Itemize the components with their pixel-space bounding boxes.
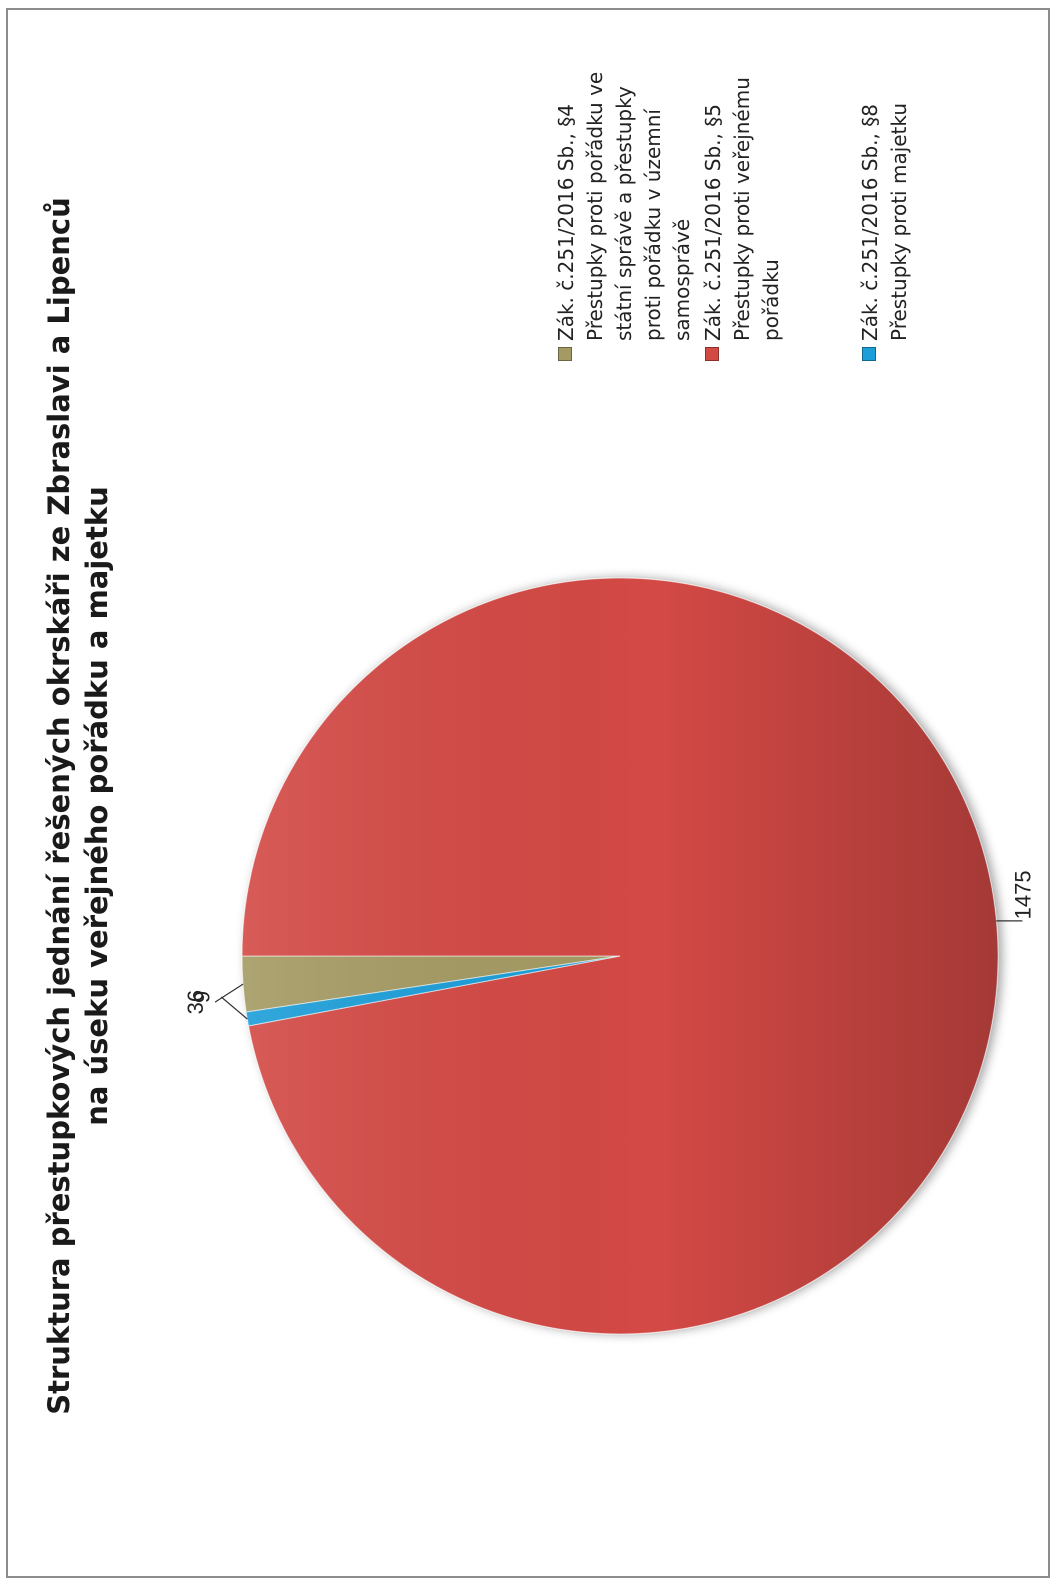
legend-swatch	[558, 347, 572, 361]
legend-swatch	[862, 347, 876, 361]
legend-label: Zák. č.251/2016 Sb., §8 Přestupky proti …	[858, 102, 911, 341]
legend-item-paragraph8: Zák. č.251/2016 Sb., §8 Přestupky proti …	[856, 36, 914, 361]
data-label: 36	[183, 990, 208, 1014]
legend-item-paragraph4: Zák. č.251/2016 Sb., §4 Přestupky proti …	[552, 36, 697, 361]
legend-item-paragraph5: Zák. č.251/2016 Sb., §5 Přestupky proti …	[699, 36, 786, 361]
chart-frame: Struktura přestupkových jednání řešených…	[6, 8, 1050, 1578]
data-label: 1475	[1010, 870, 1035, 919]
leader-line	[220, 996, 248, 1020]
legend-label: Zák. č.251/2016 Sb., §5 Přestupky proti …	[701, 77, 783, 341]
rotated-chart-area: Struktura přestupkových jednání řešených…	[22, 36, 1042, 1576]
leader-line	[214, 983, 244, 1003]
legend-swatch	[705, 347, 719, 361]
legend-label: Zák. č.251/2016 Sb., §4 Přestupky proti …	[554, 71, 694, 341]
chart-legend: Zák. č.251/2016 Sb., §4 Přestupky proti …	[552, 36, 916, 361]
data-label: 9	[189, 991, 214, 1003]
